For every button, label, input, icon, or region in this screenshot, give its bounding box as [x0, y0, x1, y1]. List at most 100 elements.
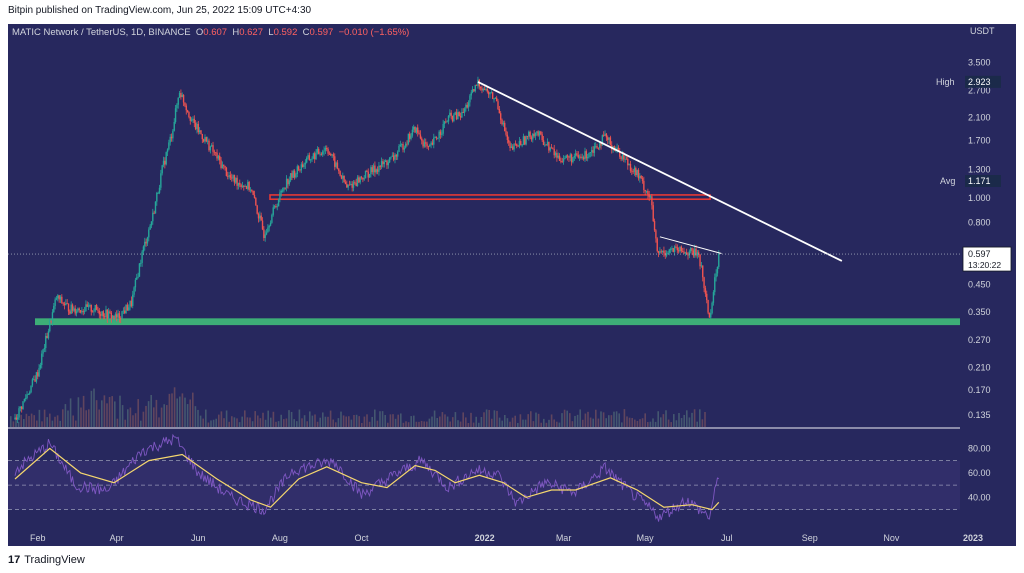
support-zone [35, 318, 960, 326]
candle [386, 160, 388, 166]
candle [574, 153, 577, 156]
candle [114, 314, 117, 319]
volume-bar [595, 409, 597, 427]
volume-bar [449, 421, 451, 427]
candle [129, 300, 131, 308]
candle [485, 88, 487, 90]
candle [176, 104, 178, 109]
candle [458, 112, 460, 117]
high-tag-label: High [936, 77, 955, 87]
candle [182, 94, 185, 103]
volume-bar [527, 414, 529, 427]
volume-bar [283, 419, 285, 427]
candle [652, 205, 654, 222]
time-tick-label: Nov [883, 533, 900, 543]
volume-bar [179, 396, 181, 427]
volume-bar [558, 422, 561, 427]
candle [589, 152, 592, 154]
volume-bar [210, 420, 212, 427]
volume-bar [436, 417, 438, 427]
volume-bar [337, 418, 340, 427]
candle [544, 144, 546, 146]
volume-bar [680, 418, 683, 427]
candle [291, 173, 293, 178]
candle [718, 253, 720, 267]
candle [673, 246, 676, 252]
candle [61, 296, 63, 303]
volume-bar [290, 411, 293, 427]
candle [625, 158, 628, 160]
candle [352, 182, 355, 188]
candle [473, 89, 475, 92]
candle [372, 165, 375, 173]
volume-bar [353, 415, 355, 427]
volume-bar [647, 422, 649, 427]
candle [134, 279, 137, 288]
volume-bar [233, 417, 236, 427]
close-label: C [302, 27, 310, 38]
candle [648, 194, 650, 198]
candle [560, 160, 562, 162]
candle [305, 157, 308, 163]
volume-bar [691, 412, 693, 427]
candle [19, 406, 22, 409]
candle [292, 170, 295, 178]
volume-bar [335, 422, 337, 427]
volume-bar [153, 407, 155, 427]
candle [417, 127, 419, 133]
candle [371, 167, 373, 173]
volume-bar [173, 387, 176, 427]
volume-bar [43, 409, 46, 427]
candle [441, 133, 443, 135]
rsi-tick-label: 40.00 [968, 492, 991, 502]
candle [466, 104, 468, 108]
candle [324, 147, 327, 151]
candle [79, 310, 82, 313]
candle [223, 164, 225, 166]
candle [552, 148, 554, 150]
candle [546, 141, 549, 145]
volume-bar [272, 411, 275, 427]
candle [41, 353, 43, 365]
volume-bar [496, 410, 498, 427]
candle [687, 254, 689, 256]
candle [358, 177, 360, 183]
volume-bar [267, 410, 269, 427]
candle [227, 175, 229, 177]
candle [366, 170, 368, 172]
time-tick-label: Jun [191, 533, 206, 543]
volume-bar [530, 411, 532, 427]
candle [423, 142, 426, 147]
candle [663, 250, 665, 254]
candle [89, 304, 91, 306]
volume-bar [478, 422, 480, 427]
candle [101, 311, 103, 316]
candle [608, 137, 610, 140]
candle [177, 97, 179, 105]
volume-bar [688, 417, 691, 427]
candle [140, 262, 142, 264]
candle [693, 248, 696, 256]
candle [158, 187, 161, 193]
candle [529, 131, 531, 138]
candle [239, 182, 241, 185]
candle [455, 112, 458, 120]
volume-bar [384, 415, 386, 427]
price-tick-label: 1.300 [968, 165, 991, 175]
volume-bar [54, 416, 56, 427]
candle [410, 135, 412, 139]
volume-bar [285, 418, 288, 427]
volume-bar [306, 421, 308, 427]
candle [451, 115, 454, 122]
candle [526, 136, 529, 137]
candle [23, 398, 26, 402]
candle [344, 181, 347, 185]
candle [102, 311, 105, 317]
volume-bar [199, 415, 202, 427]
main-trendline [477, 81, 843, 262]
tradingview-brand[interactable]: 17 TradingView [8, 554, 85, 566]
volume-bar [704, 411, 706, 427]
candle [532, 133, 534, 140]
candle [253, 194, 256, 198]
candle [584, 151, 586, 160]
